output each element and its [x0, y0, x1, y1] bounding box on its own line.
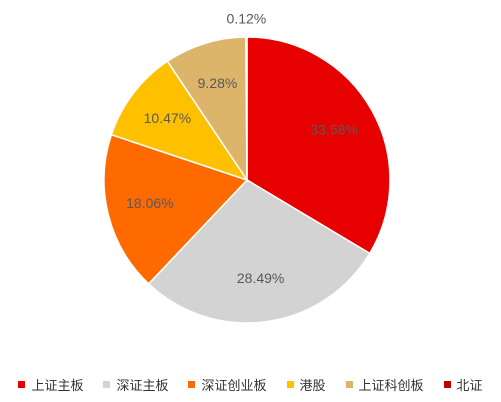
legend-swatch — [443, 380, 451, 388]
data-label: 28.49% — [237, 270, 284, 286]
legend-swatch — [286, 380, 294, 388]
pie-slice — [246, 36, 391, 255]
legend-label: 港股 — [299, 377, 326, 393]
legend-item: 上证科创板 — [345, 375, 424, 394]
legend-label: 上证主板 — [31, 377, 84, 393]
pie-slice — [147, 179, 371, 324]
legend-item: 港股 — [286, 375, 326, 394]
legend-label: 深证主板 — [116, 377, 169, 393]
legend-swatch — [18, 380, 26, 388]
legend-swatch — [345, 380, 353, 388]
data-label: 33.58% — [310, 121, 357, 137]
pie-area: 33.58% 28.49% 18.06% 10.47% 9.28% 0.12% — [103, 11, 391, 324]
legend: 上证主板 深证主板 深证创业板 港股 上证科创板 北证 — [0, 374, 501, 394]
legend-item: 上证主板 — [18, 375, 83, 394]
data-label: 18.06% — [126, 195, 173, 211]
data-label: 9.28% — [198, 75, 238, 91]
legend-label: 上证科创板 — [358, 377, 424, 393]
pie-slice — [103, 133, 249, 285]
legend-label: 深证创业板 — [201, 377, 267, 393]
legend-label: 北证 — [456, 377, 483, 393]
data-label: 0.12% — [227, 11, 267, 27]
legend-swatch — [103, 380, 111, 388]
pie-slice — [245, 36, 248, 181]
legend-swatch — [188, 380, 196, 388]
pie-slice — [166, 36, 248, 183]
legend-item: 深证主板 — [103, 375, 168, 394]
legend-item: 北证 — [443, 375, 483, 394]
data-label: 10.47% — [144, 110, 191, 126]
legend-item: 深证创业板 — [188, 375, 267, 394]
pie-slice — [110, 60, 249, 182]
